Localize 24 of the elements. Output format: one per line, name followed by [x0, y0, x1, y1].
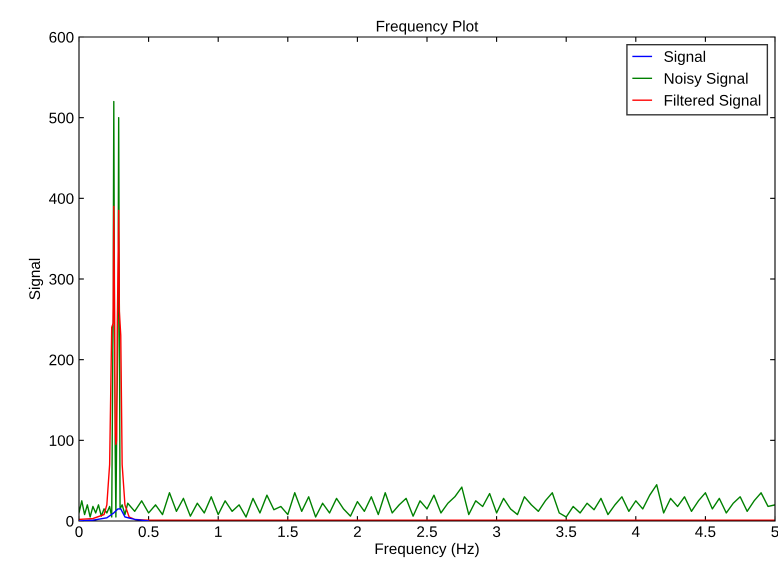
x-tick-label: 3.5 [556, 526, 576, 538]
x-tick-label: 0 [75, 526, 83, 538]
y-tick-label: 600 [49, 32, 74, 43]
y-tick-label: 200 [49, 354, 74, 366]
legend-label: Signal [664, 50, 706, 65]
x-tick-label: 4 [632, 526, 640, 537]
x-tick-label: 4.5 [695, 526, 716, 538]
legend-label: Noisy Signal [664, 72, 748, 87]
x-tick-label: 1.5 [278, 526, 298, 538]
legend-label: Filtered Signal [664, 94, 760, 109]
x-tick-label: 2 [354, 526, 361, 537]
y-tick-label: 400 [49, 193, 74, 204]
y-tick-label: 0 [66, 516, 74, 527]
y-tick-label: 300 [49, 274, 74, 285]
x-tick-label: 3 [492, 526, 500, 538]
chart-title: Frequency Plot [376, 20, 478, 35]
y-axis-title: Signal [28, 258, 44, 300]
y-tick-label: 100 [50, 435, 74, 446]
x-tick-label: 2.5 [417, 526, 437, 538]
x-axis-title: Frequency (Hz) [376, 542, 479, 558]
line-series [79, 508, 150, 521]
x-tick-label: 0.5 [138, 526, 159, 538]
x-tick-label: 1 [215, 526, 222, 537]
y-tick-label: 500 [49, 112, 74, 124]
